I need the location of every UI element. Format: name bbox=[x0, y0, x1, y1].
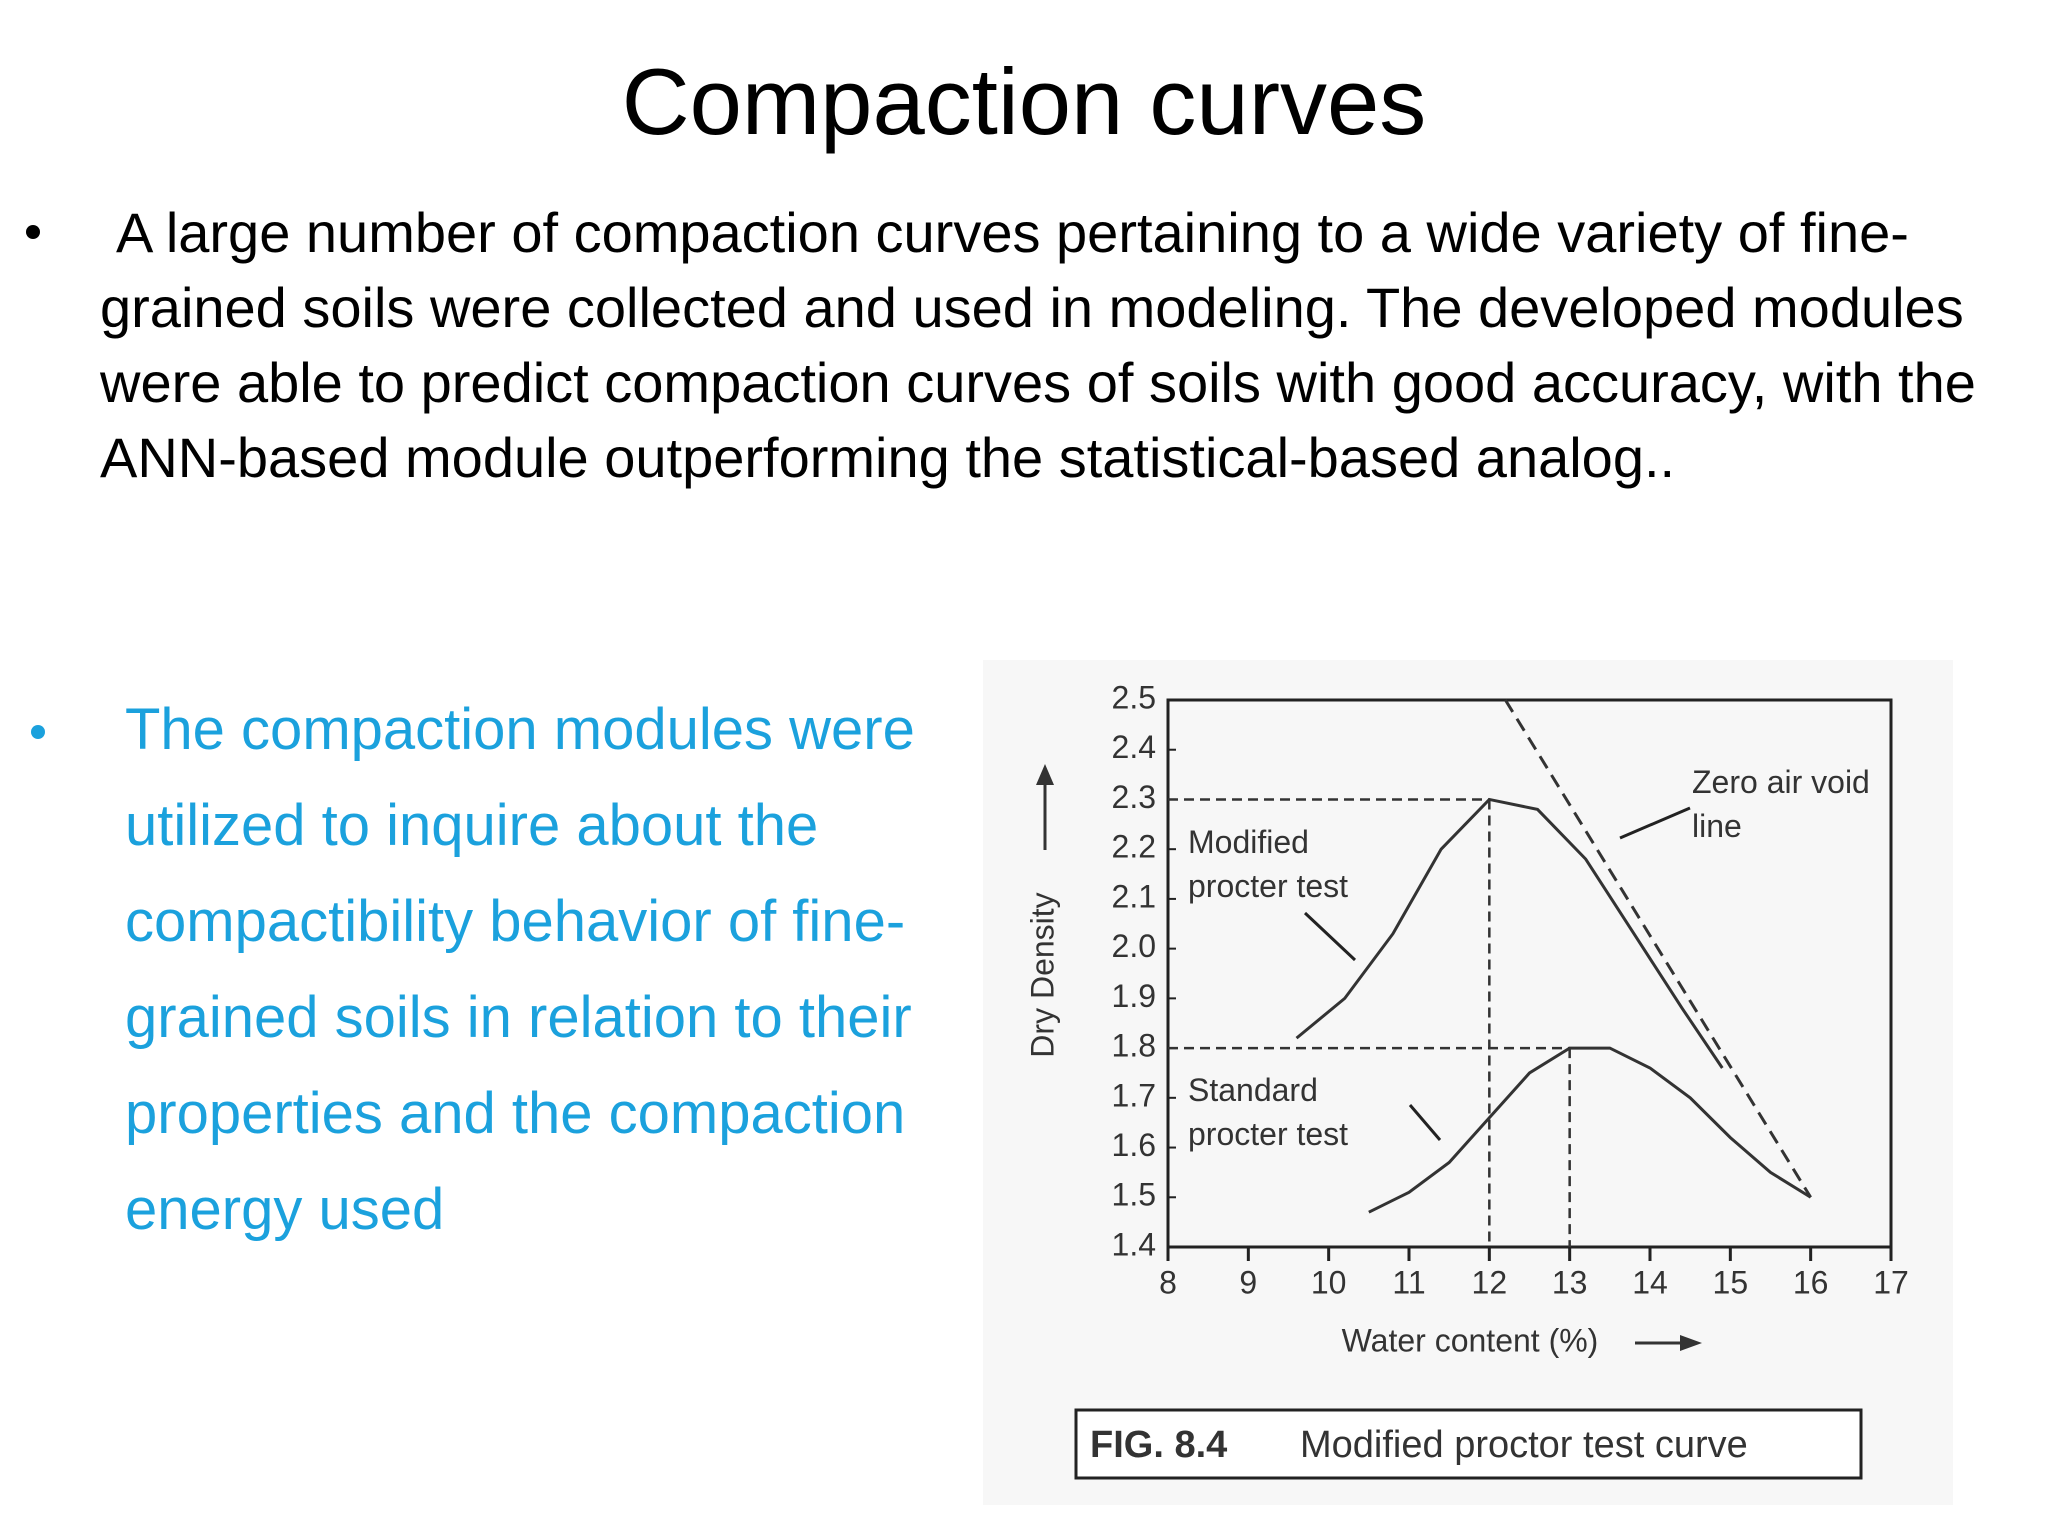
series-line bbox=[1368, 1046, 1812, 1214]
pointer-arrow bbox=[1303, 911, 1357, 962]
y-tick-label: 1.4 bbox=[1112, 1226, 1156, 1262]
axis-arrow-head bbox=[1680, 1335, 1702, 1351]
series-label: Standard procter test bbox=[1188, 1072, 1349, 1152]
series-label-box: Modified procter test bbox=[1188, 824, 1349, 904]
y-tick-label: 1.7 bbox=[1112, 1077, 1156, 1113]
series-label: Modified procter test bbox=[1188, 824, 1349, 904]
y-tick-label: 1.9 bbox=[1112, 978, 1156, 1014]
series-label-box: Zero air void line bbox=[1692, 764, 1870, 844]
x-tick-label: 14 bbox=[1632, 1264, 1668, 1300]
y-tick-label: 1.5 bbox=[1112, 1177, 1156, 1213]
bullet: The compaction modules were utilized to … bbox=[31, 682, 945, 1258]
y-tick-label: 1.6 bbox=[1112, 1127, 1156, 1163]
y-tick-label: 2.3 bbox=[1112, 779, 1156, 815]
bullet-dot bbox=[31, 725, 45, 739]
y-tick-label: 2.5 bbox=[1112, 679, 1156, 715]
bullet-dot bbox=[26, 225, 40, 239]
x-tick-label: 16 bbox=[1793, 1264, 1829, 1300]
x-tick-label: 10 bbox=[1311, 1264, 1347, 1300]
y-axis-label: Dry Density bbox=[1024, 892, 1060, 1057]
y-tick-label: 1.8 bbox=[1112, 1028, 1156, 1064]
y-tick-label: 2.0 bbox=[1112, 928, 1156, 964]
series-line bbox=[1295, 797, 1724, 1069]
x-tick-label: 8 bbox=[1159, 1264, 1177, 1300]
x-tick-label: 17 bbox=[1873, 1264, 1909, 1300]
series-label-box: Standard procter test bbox=[1188, 1072, 1349, 1152]
pointer-arrow bbox=[1408, 1104, 1442, 1141]
x-tick-label: 15 bbox=[1713, 1264, 1749, 1300]
y-tick-label: 2.2 bbox=[1112, 829, 1156, 865]
x-tick-label: 12 bbox=[1472, 1264, 1508, 1300]
bullet-text: The compaction modules were utilized to … bbox=[125, 697, 915, 1242]
y-tick-label: 2.4 bbox=[1112, 729, 1156, 765]
x-tick-label: 13 bbox=[1552, 1264, 1588, 1300]
figure-background bbox=[983, 660, 1953, 1505]
x-tick-label: 11 bbox=[1392, 1264, 1425, 1300]
series-line bbox=[1504, 699, 1812, 1199]
caption-label: FIG. 8.4 bbox=[1090, 1424, 1227, 1466]
plot-frame bbox=[1166, 698, 1893, 1249]
x-axis-label: Water content (%) bbox=[1342, 1322, 1599, 1358]
pointer-arrow bbox=[1619, 806, 1691, 840]
x-tick-label: 9 bbox=[1239, 1264, 1257, 1300]
bullet-text: A large number of compaction curves pert… bbox=[100, 201, 1976, 489]
caption-box bbox=[1074, 1408, 1863, 1480]
series-label: Zero air void line bbox=[1692, 764, 1870, 844]
y-tick-label: 2.1 bbox=[1112, 878, 1156, 914]
bullet: A large number of compaction curves pert… bbox=[26, 195, 1980, 495]
slide-title: Compaction curves bbox=[621, 49, 1427, 154]
axis-arrow-head bbox=[1036, 764, 1054, 785]
caption-text: Modified proctor test curve bbox=[1300, 1424, 1748, 1466]
